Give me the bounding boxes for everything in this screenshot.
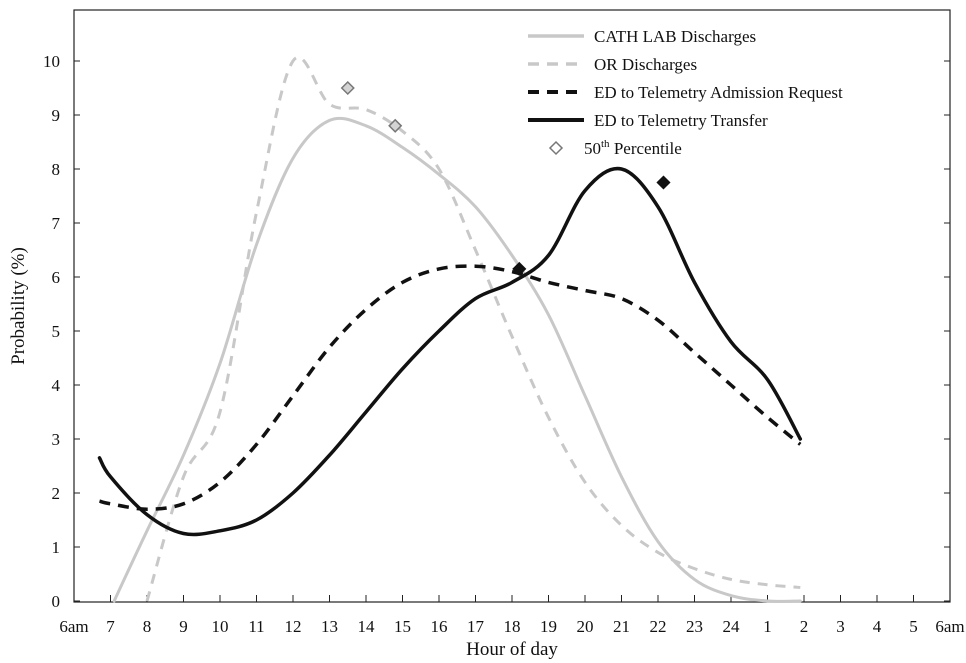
legend-label-percentile: 50th Percentile <box>584 138 682 158</box>
y-tick-label: 9 <box>52 106 61 125</box>
x-tick-label: 10 <box>212 617 229 636</box>
y-tick-label: 10 <box>43 52 60 71</box>
x-tick-label: 15 <box>394 617 411 636</box>
legend-label-1: CATH LAB Discharges <box>594 27 756 46</box>
series-line-1 <box>112 116 802 603</box>
legend-label-4: ED to Telemetry Transfer <box>594 111 768 130</box>
x-tick-label: 4 <box>873 617 882 636</box>
x-axis-title: Hour of day <box>466 639 558 660</box>
x-tick-label: 14 <box>358 617 376 636</box>
x-tick-label: 16 <box>431 617 448 636</box>
x-tick-label: 8 <box>143 617 152 636</box>
median-markers <box>340 80 671 276</box>
median-marker-2 <box>340 80 355 96</box>
y-tick-label: 0 <box>52 592 61 611</box>
x-tick-label: 2 <box>800 617 809 636</box>
x-tick-label: 7 <box>106 617 115 636</box>
y-tick-label: 6 <box>52 268 61 287</box>
y-tick-label: 8 <box>52 160 61 179</box>
median-marker-1 <box>388 118 403 133</box>
y-axis: 0 1 2 3 4 5 6 7 8 9 10 <box>43 52 950 611</box>
x-tick-label: 12 <box>285 617 302 636</box>
y-tick-label: 3 <box>52 430 61 449</box>
legend: CATH LAB Discharges OR Discharges ED to Te… <box>528 27 843 158</box>
x-tick-label: 17 <box>467 617 485 636</box>
y-tick-label: 4 <box>52 376 61 395</box>
y-tick-label: 1 <box>52 538 61 557</box>
x-tick-label: 23 <box>686 617 703 636</box>
x-tick-label: 20 <box>577 617 594 636</box>
y-tick-label: 5 <box>52 322 61 341</box>
median-marker-4 <box>656 175 671 190</box>
x-tick-label: 3 <box>836 617 845 636</box>
y-axis-title: Probability (%) <box>8 247 29 365</box>
series-line-2 <box>145 56 801 602</box>
x-tick-label: 6am <box>59 617 88 636</box>
series-line-3 <box>99 264 802 511</box>
x-tick-label: 1 <box>763 617 772 636</box>
x-tick-label: 21 <box>613 617 630 636</box>
x-tick-label: 9 <box>179 617 188 636</box>
x-axis: 6am 7 8 9 10 11 12 13 14 15 16 17 18 19 20 21 22 23 24 1 2 3 4… <box>59 595 965 636</box>
x-tick-label: 18 <box>504 617 521 636</box>
legend-swatch-percentile <box>548 140 564 156</box>
legend-label-3: ED to Telemetry Admission Request <box>594 83 843 102</box>
x-tick-label: 6am <box>935 617 964 636</box>
y-tick-label: 2 <box>52 484 61 503</box>
series-layer <box>97 56 803 603</box>
x-tick-label: 5 <box>909 617 918 636</box>
x-tick-label: 11 <box>248 617 264 636</box>
series-line-4 <box>97 166 803 537</box>
x-tick-label: 22 <box>650 617 667 636</box>
median-marker-3 <box>512 261 527 276</box>
x-tick-label: 13 <box>321 617 338 636</box>
y-tick-label: 7 <box>52 214 61 233</box>
x-tick-label: 19 <box>540 617 557 636</box>
x-tick-label: 24 <box>723 617 741 636</box>
legend-label-2: OR Discharges <box>594 55 697 74</box>
